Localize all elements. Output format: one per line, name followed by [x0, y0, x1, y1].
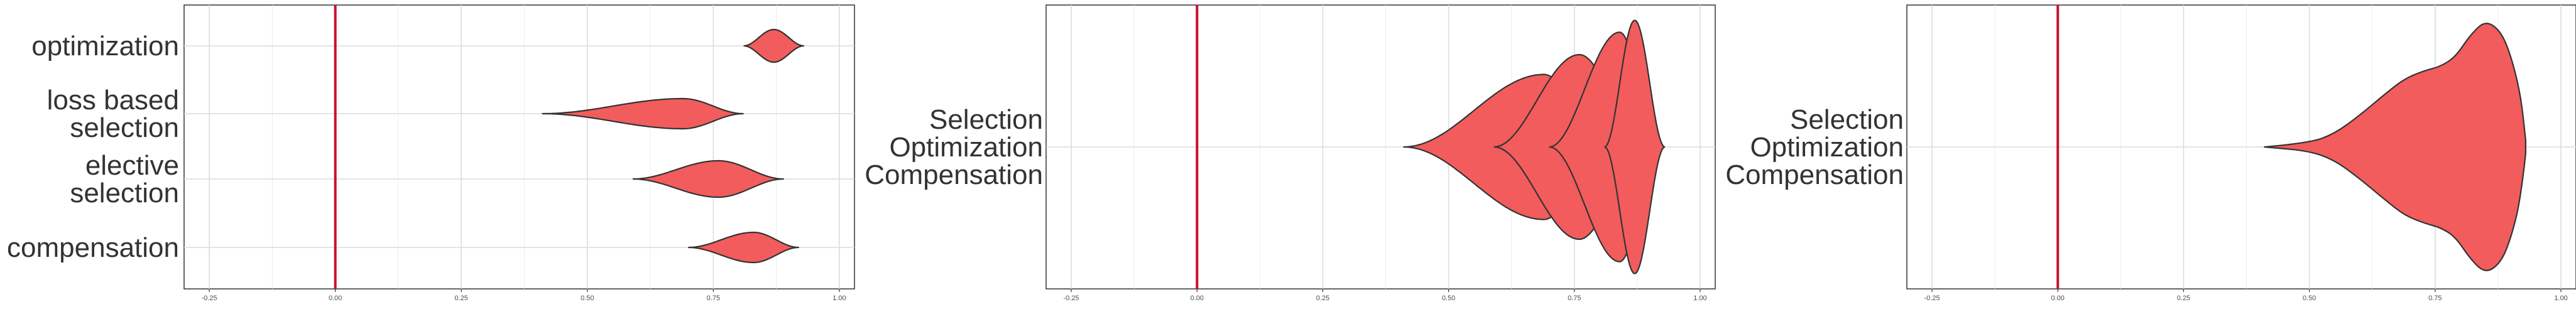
x-tick-label: -0.25: [202, 295, 217, 302]
x-tick-label: 1.00: [832, 295, 846, 302]
violin-combined: [2264, 23, 2526, 271]
category-label-line: loss based: [47, 85, 179, 116]
category-label-line: Compensation: [865, 160, 1043, 190]
violin-loss-based-selection: [542, 97, 744, 130]
x-tick-label: -0.25: [1924, 295, 1940, 302]
x-tick-label: 1.00: [2554, 295, 2567, 302]
x-tick-label: 0.00: [329, 295, 342, 302]
x-tick-label: 0.25: [1316, 295, 1329, 302]
category-label: loss based selection: [47, 85, 179, 143]
panel-2: -0.25 0.00 0.25 0.50 0.75 1.00 Selection Optimi…: [865, 4, 1716, 302]
category-label: compensation: [7, 232, 179, 263]
category-label: elective selection: [70, 150, 179, 208]
x-tick-label: 0.00: [1191, 295, 1204, 302]
x-tick-label: 0.75: [1568, 295, 1581, 302]
violin-compensation: [688, 231, 799, 264]
x-tick-label: -0.25: [1063, 295, 1079, 302]
category-label: Selection Optimization Compensation: [865, 104, 1043, 190]
category-label-line: Selection: [1790, 104, 1904, 135]
x-tick-label: 0.75: [707, 295, 720, 302]
category-label-line: selection: [70, 178, 179, 208]
category-label-line: optimization: [31, 31, 179, 62]
x-tick-label: 0.50: [1442, 295, 1455, 302]
category-label: optimization: [31, 31, 179, 62]
violin-overlay-4: [1604, 19, 1666, 274]
violin-elective-selection: [633, 160, 784, 198]
category-label: Selection Optimization Compensation: [1725, 104, 1904, 190]
category-label-line: Optimization: [889, 132, 1043, 163]
x-tick-label: 0.25: [455, 295, 468, 302]
panel-3: -0.25 0.00 0.25 0.50 0.75 1.00 Selection Optimi…: [1725, 4, 2576, 302]
x-tick-label: 0.75: [2428, 295, 2442, 302]
violin-optimization: [743, 28, 804, 63]
x-tick-label: 0.50: [581, 295, 594, 302]
category-label-line: Optimization: [1750, 132, 1904, 163]
category-label-line: elective: [85, 150, 179, 181]
x-tick-label: 1.00: [1693, 295, 1706, 302]
category-label-line: compensation: [7, 232, 179, 263]
category-label-line: Compensation: [1725, 160, 1904, 190]
x-tick-label: 0.00: [2051, 295, 2065, 302]
panel-1: -0.25 0.00 0.25 0.50 0.75 1.00 optimization los…: [7, 4, 855, 302]
category-label-line: selection: [70, 112, 179, 143]
x-tick-label: 0.50: [2303, 295, 2316, 302]
category-label-line: Selection: [929, 104, 1043, 135]
x-tick-label: 0.25: [2177, 295, 2190, 302]
